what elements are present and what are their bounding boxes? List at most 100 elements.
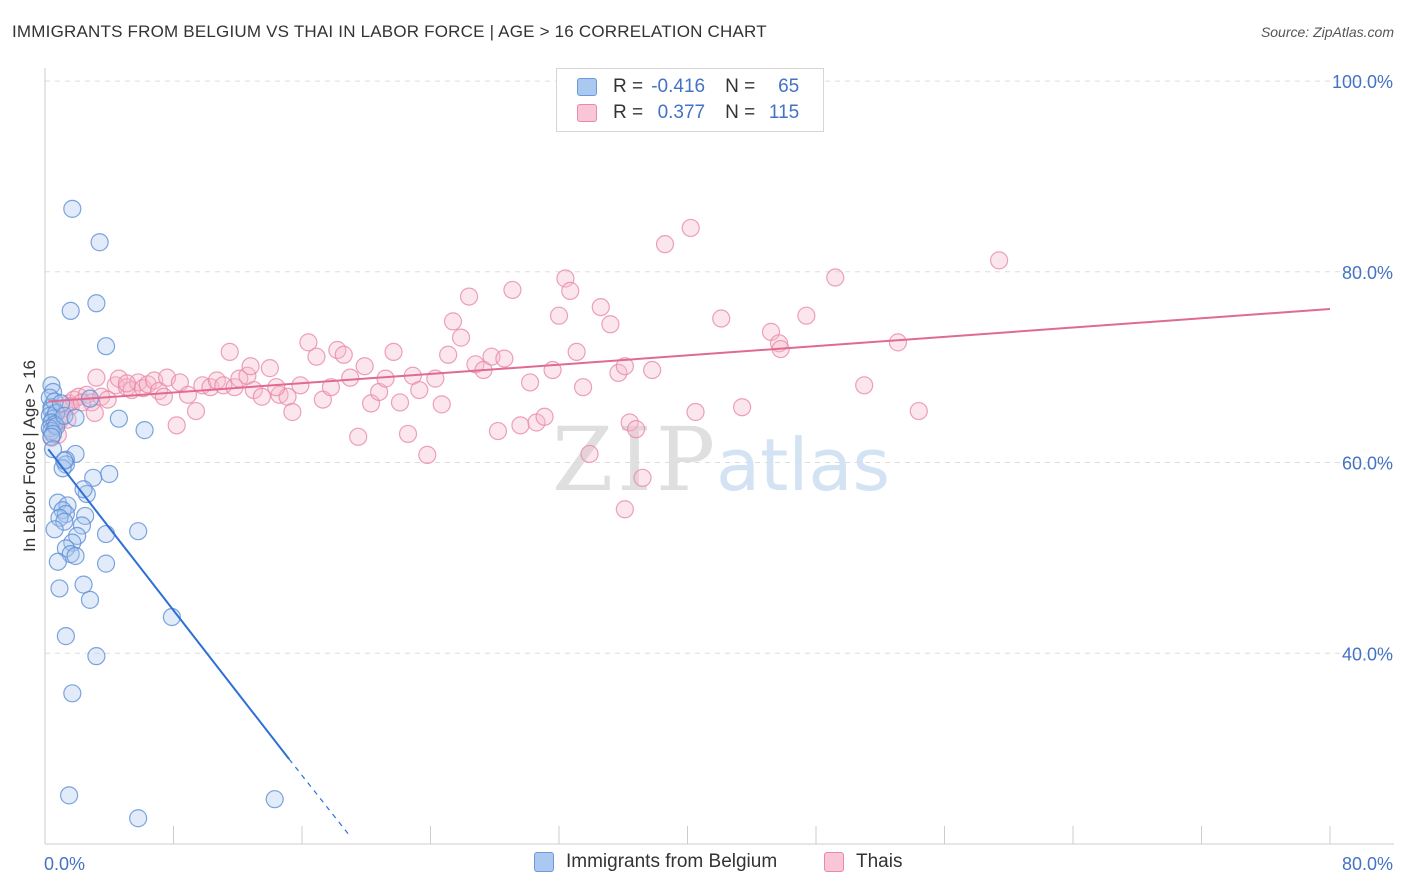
thais-point xyxy=(299,333,318,352)
thais-point xyxy=(349,427,368,446)
thais-point xyxy=(117,374,137,393)
thais-point xyxy=(341,368,360,387)
thais-point xyxy=(439,345,458,364)
thais-point xyxy=(390,393,410,412)
n-label: N = xyxy=(725,76,756,97)
belgium-point xyxy=(80,590,100,609)
belgium-point xyxy=(96,554,116,573)
y-axis-label: In Labor Force | Age > 16 xyxy=(20,359,39,553)
thais-point xyxy=(580,444,599,464)
legend-swatch-thais xyxy=(824,852,844,872)
source-credit: Source: ZipAtlas.com xyxy=(1260,24,1394,40)
thais-point xyxy=(398,424,418,444)
thais-point xyxy=(712,309,731,328)
legend-item-belgium[interactable]: Immigrants from Belgium xyxy=(534,851,777,873)
thais-point xyxy=(601,315,620,334)
thais-point xyxy=(633,468,652,487)
tick-labels: 100.0% 80.0% 60.0% 40.0% 0.0% 80.0% xyxy=(44,72,1393,874)
belgium-point xyxy=(265,790,284,809)
thais-point xyxy=(443,312,463,331)
series-thais xyxy=(42,218,1009,519)
thais-point xyxy=(267,378,286,397)
belgium-point xyxy=(45,520,64,539)
thais-point xyxy=(609,363,628,382)
thais-point xyxy=(826,268,845,287)
thais-point xyxy=(990,251,1009,270)
thais-point xyxy=(643,360,662,380)
thais-point xyxy=(307,347,326,366)
y-tick-label: 80.0% xyxy=(1342,263,1393,283)
thais-point xyxy=(410,380,429,400)
thais-point xyxy=(626,420,646,439)
thais-point xyxy=(149,381,169,401)
belgium-point xyxy=(55,512,74,531)
belgium-point xyxy=(74,480,93,499)
thais-point xyxy=(686,402,705,422)
trend-line-belgium-extension xyxy=(288,758,351,837)
r-label: R = xyxy=(613,102,644,123)
thais-point xyxy=(681,218,700,238)
thais-point xyxy=(615,500,634,519)
x-tick-label: 0.0% xyxy=(44,854,85,874)
thais-point xyxy=(888,333,908,352)
thais-point xyxy=(418,445,437,465)
r-value-thais: 0.377 xyxy=(657,102,706,123)
series-belgium xyxy=(40,199,284,828)
thais-point xyxy=(384,342,403,362)
thais-point xyxy=(98,390,117,409)
thais-point xyxy=(451,328,471,347)
belgium-point xyxy=(56,539,75,558)
belgium-point xyxy=(87,647,106,666)
chart-title: IMMIGRANTS FROM BELGIUM VS THAI IN LABOR… xyxy=(12,22,767,41)
thais-point xyxy=(495,349,514,368)
thais-point xyxy=(376,369,395,388)
legend-row-thais: R = 0.377 N = 115 xyxy=(577,101,799,125)
watermark-zip: ZIP xyxy=(552,408,719,511)
thais-point xyxy=(567,342,586,362)
thais-point xyxy=(167,416,186,435)
thais-point xyxy=(85,403,104,423)
thais-point xyxy=(220,342,239,362)
thais-point xyxy=(186,401,206,421)
legend-row-belgium: R = -0.416 N = 65 xyxy=(577,75,799,99)
thais-point xyxy=(87,368,106,387)
legend-item-thais[interactable]: Thais xyxy=(824,851,902,873)
r-value-belgium: -0.416 xyxy=(651,76,706,97)
thais-point xyxy=(291,376,310,395)
thais-point xyxy=(573,378,593,397)
belgium-point xyxy=(96,524,116,544)
belgium-point xyxy=(59,786,79,805)
legend-swatch-thais xyxy=(577,104,597,122)
belgium-point xyxy=(96,337,116,356)
belgium-point xyxy=(72,516,92,535)
thais-point xyxy=(459,287,479,306)
thais-point xyxy=(252,387,271,406)
legend-label-belgium: Immigrants from Belgium xyxy=(566,851,778,872)
belgium-point xyxy=(43,424,63,444)
belgium-point xyxy=(63,684,82,703)
thais-point xyxy=(178,385,198,404)
thais-point xyxy=(283,402,302,422)
belgium-point xyxy=(100,464,119,484)
belgium-point xyxy=(50,579,69,598)
x-tick-label: 80.0% xyxy=(1342,854,1393,874)
thais-point xyxy=(655,235,675,254)
thais-point xyxy=(520,373,540,392)
thais-point xyxy=(503,280,522,300)
thais-point xyxy=(591,297,610,317)
belgium-point xyxy=(56,627,75,646)
n-value-belgium: 65 xyxy=(778,76,800,97)
trend-line-thais xyxy=(48,308,1331,403)
thais-point xyxy=(855,376,874,395)
thais-point xyxy=(511,416,530,435)
axes xyxy=(44,68,1394,845)
r-label: R = xyxy=(613,76,644,97)
belgium-point xyxy=(66,546,85,566)
thais-point xyxy=(241,357,260,376)
series-legend: Immigrants from Belgium Thais xyxy=(0,851,1406,879)
belgium-point xyxy=(48,552,67,571)
belgium-point xyxy=(63,199,82,218)
watermark-atlas: atlas xyxy=(716,423,890,507)
thais-point xyxy=(615,357,634,376)
